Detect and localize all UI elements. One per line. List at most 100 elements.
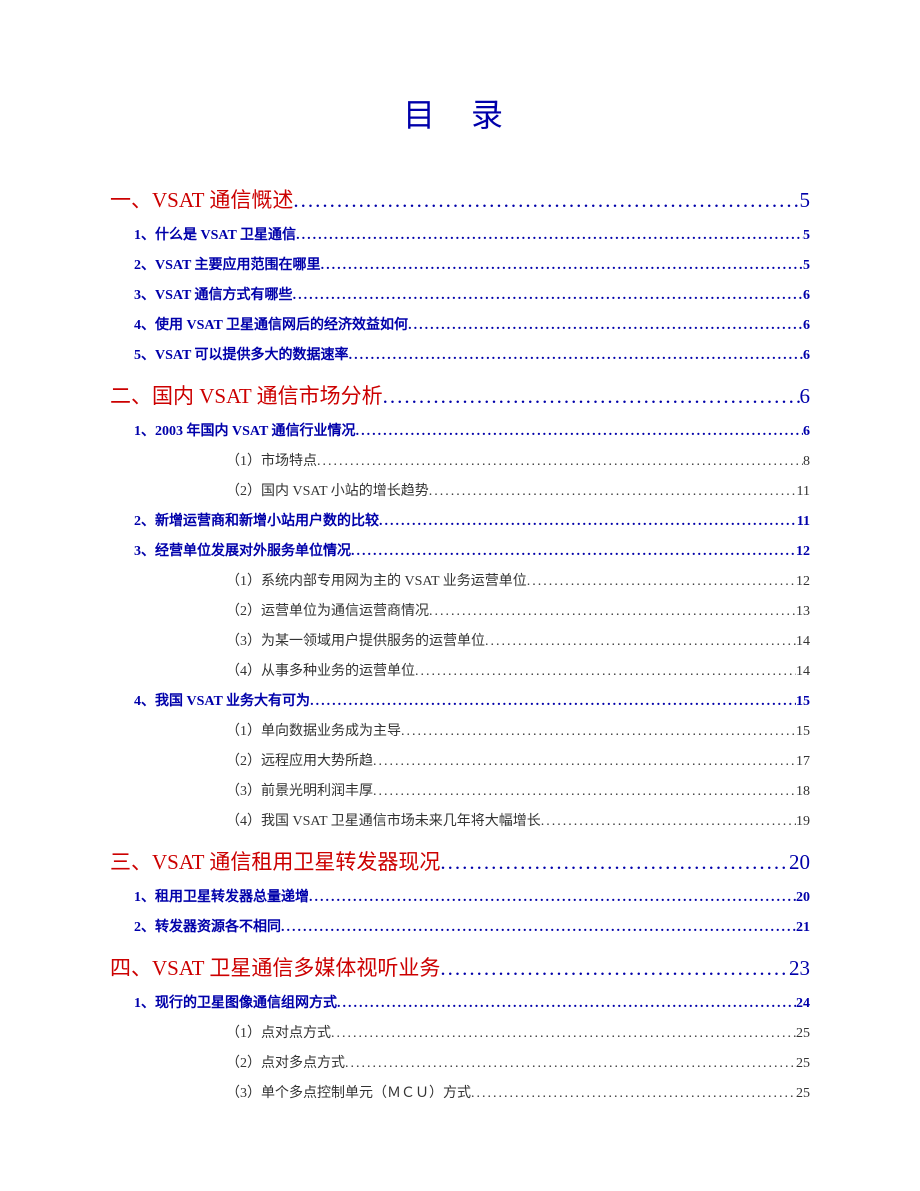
toc-dots: ........................................… [429,604,796,620]
toc-entry-page: 15 [796,694,810,710]
toc-entry-label: （1）单向数据业务成为主导 [226,720,401,740]
toc-entry-page: 20 [796,890,810,906]
toc-entry-page: 8 [803,454,810,470]
toc-entry-page: 17 [796,754,810,770]
toc-entry-label: （4）我国 VSAT 卫星通信市场未来几年将大幅增长 [226,810,541,830]
toc-entry-label: 5、VSAT 可以提供多大的数据速率 [134,344,349,364]
toc-dots: ........................................… [379,514,797,530]
toc-dots: ........................................… [383,384,800,409]
toc-entry-page: 11 [797,484,810,500]
toc-entry-label: 4、使用 VSAT 卫星通信网后的经济效益如何 [134,314,408,334]
toc-entry-label: 1、现行的卫星图像通信组网方式 [134,992,337,1012]
toc-entry: 二、国内 VSAT 通信市场分析........................… [110,380,810,410]
toc-dots: ........................................… [373,754,796,770]
toc-dots: ........................................… [401,724,796,740]
table-of-contents: 一、VSAT 通信慨述.............................… [110,184,810,1102]
toc-entry-page: 12 [796,544,810,560]
toc-entry-label: 2、VSAT 主要应用范围在哪里 [134,254,321,274]
toc-entry-label: 一、VSAT 通信慨述 [110,184,293,214]
toc-entry-label: 1、2003 年国内 VSAT 通信行业情况 [134,420,356,440]
toc-dots: ........................................… [415,664,796,680]
toc-entry: （2）运营单位为通信运营商情况.........................… [226,600,810,620]
toc-entry: （2）国内 VSAT 小站的增长趋势......................… [226,480,810,500]
toc-entry: 3、经营单位发展对外服务单位情况........................… [134,540,810,560]
toc-entry: 3、VSAT 通信方式有哪些..........................… [134,284,810,304]
page-title: 目 录 [110,90,810,136]
toc-entry-page: 23 [789,956,810,981]
toc-dots: ........................................… [351,544,796,560]
toc-entry: 1、什么是 VSAT 卫星通信.........................… [134,224,810,244]
toc-entry-label: （3）前景光明利润丰厚 [226,780,373,800]
toc-entry: （1）系统内部专用网为主的 VSAT 业务运营单位...............… [226,570,810,590]
toc-entry: 4、使用 VSAT 卫星通信网后的经济效益如何.................… [134,314,810,334]
toc-entry-label: 3、经营单位发展对外服务单位情况 [134,540,351,560]
toc-entry-label: （4）从事多种业务的运营单位 [226,660,415,680]
toc-entry: （4）从事多种业务的运营单位..........................… [226,660,810,680]
toc-entry-label: 三、VSAT 通信租用卫星转发器现况 [110,846,440,876]
toc-dots: ........................................… [281,920,796,936]
toc-dots: ........................................… [296,228,803,244]
toc-entry: 2、转发器资源各不相同.............................… [134,916,810,936]
toc-entry-label: （1）市场特点 [226,450,317,470]
toc-entry: 5、VSAT 可以提供多大的数据速率......................… [134,344,810,364]
toc-entry-label: 二、国内 VSAT 通信市场分析 [110,380,383,410]
toc-dots: ........................................… [440,956,789,981]
toc-entry-page: 11 [797,514,810,530]
toc-entry-label: （2）点对多点方式 [226,1052,345,1072]
toc-entry-page: 21 [796,920,810,936]
toc-dots: ........................................… [429,484,797,500]
toc-dots: ........................................… [485,634,796,650]
toc-entry-page: 6 [803,424,810,440]
toc-entry-page: 5 [800,188,811,213]
toc-dots: ........................................… [345,1056,796,1072]
toc-entry-label: （1）系统内部专用网为主的 VSAT 业务运营单位 [226,570,527,590]
toc-dots: ........................................… [349,348,803,364]
toc-entry: （2）远程应用大势所趋.............................… [226,750,810,770]
toc-entry-label: （3）单个多点控制单元（ＭＣＵ）方式 [226,1082,471,1102]
toc-dots: ........................................… [541,814,796,830]
toc-entry: （4）我国 VSAT 卫星通信市场未来几年将大幅增长..............… [226,810,810,830]
toc-entry: （1）点对点方式................................… [226,1022,810,1042]
toc-entry-label: 四、VSAT 卫星通信多媒体视听业务 [110,952,440,982]
toc-entry-page: 13 [796,604,810,620]
toc-entry-page: 20 [789,850,810,875]
toc-entry: （1）市场特点.................................… [226,450,810,470]
toc-entry: （1）单向数据业务成为主导...........................… [226,720,810,740]
toc-dots: ........................................… [408,318,803,334]
toc-entry: 2、VSAT 主要应用范围在哪里........................… [134,254,810,274]
toc-entry-page: 14 [796,664,810,680]
toc-entry-page: 12 [796,574,810,590]
toc-entry-label: 3、VSAT 通信方式有哪些 [134,284,293,304]
toc-entry-page: 5 [803,258,810,274]
toc-entry-page: 19 [796,814,810,830]
toc-entry-page: 25 [796,1026,810,1042]
toc-entry-label: （3）为某一领域用户提供服务的运营单位 [226,630,485,650]
toc-entry: 2、新增运营商和新增小站用户数的比较......................… [134,510,810,530]
toc-entry-label: 2、新增运营商和新增小站用户数的比较 [134,510,379,530]
toc-entry: 1、2003 年国内 VSAT 通信行业情况..................… [134,420,810,440]
toc-entry-page: 24 [796,996,810,1012]
toc-entry: （2）点对多点方式...............................… [226,1052,810,1072]
toc-dots: ........................................… [440,850,789,875]
toc-entry: 一、VSAT 通信慨述.............................… [110,184,810,214]
toc-entry-page: 6 [800,384,811,409]
toc-entry-page: 6 [803,318,810,334]
toc-entry: （3）为某一领域用户提供服务的运营单位.....................… [226,630,810,650]
toc-entry: 三、VSAT 通信租用卫星转发器现况......................… [110,846,810,876]
toc-entry: （3）单个多点控制单元（ＭＣＵ）方式......................… [226,1082,810,1102]
toc-entry-page: 5 [803,228,810,244]
toc-dots: ........................................… [331,1026,796,1042]
toc-entry-page: 14 [796,634,810,650]
toc-dots: ........................................… [471,1086,796,1102]
toc-entry-page: 25 [796,1086,810,1102]
toc-dots: ........................................… [310,694,796,710]
toc-dots: ........................................… [317,454,803,470]
toc-entry: 1、现行的卫星图像通信组网方式.........................… [134,992,810,1012]
toc-dots: ........................................… [527,574,796,590]
toc-entry-page: 18 [796,784,810,800]
toc-dots: ........................................… [309,890,796,906]
toc-dots: ........................................… [293,188,799,213]
toc-entry: 4、我国 VSAT 业务大有可为........................… [134,690,810,710]
toc-dots: ........................................… [293,288,803,304]
toc-dots: ........................................… [356,424,803,440]
